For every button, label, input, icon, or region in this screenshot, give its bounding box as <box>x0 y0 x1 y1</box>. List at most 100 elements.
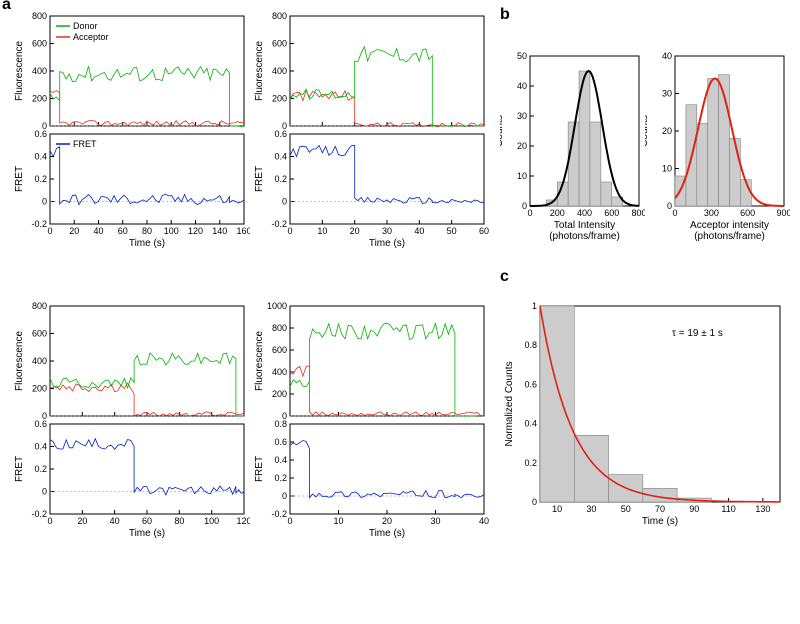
svg-text:30: 30 <box>517 111 527 121</box>
svg-text:100: 100 <box>204 516 219 526</box>
svg-text:100: 100 <box>164 226 179 236</box>
svg-text:0.4: 0.4 <box>34 442 47 452</box>
svg-text:Acceptor: Acceptor <box>73 32 109 42</box>
svg-text:110: 110 <box>721 504 735 514</box>
svg-text:400: 400 <box>32 356 47 366</box>
svg-text:Time (s): Time (s) <box>129 238 165 249</box>
panel-label-c: c <box>500 268 790 286</box>
svg-text:10: 10 <box>333 516 343 526</box>
svg-text:40: 40 <box>662 51 672 61</box>
histogram-row: 010203040500200400600800CountsTotal Inte… <box>500 48 790 248</box>
decay-panel: 00.20.40.60.811030507090110130Time (s)No… <box>500 296 790 536</box>
svg-text:30: 30 <box>382 226 392 236</box>
svg-text:Counts: Counts <box>500 115 505 147</box>
svg-text:50: 50 <box>621 504 631 514</box>
svg-text:Counts: Counts <box>645 115 650 147</box>
svg-text:60: 60 <box>142 516 152 526</box>
svg-text:40: 40 <box>414 226 424 236</box>
svg-text:0.6: 0.6 <box>274 437 287 447</box>
svg-text:20: 20 <box>662 126 672 136</box>
svg-text:800: 800 <box>272 11 287 21</box>
svg-text:Time (s): Time (s) <box>369 528 405 539</box>
svg-text:20: 20 <box>77 516 87 526</box>
trace-panel-3: 02004006008001000Fluorescence-0.200.20.4… <box>250 300 490 590</box>
svg-text:-0.2: -0.2 <box>31 509 47 519</box>
svg-text:40: 40 <box>479 516 489 526</box>
figure: a 0200400600800FluorescenceDonorAcceptor… <box>10 10 790 590</box>
svg-text:30: 30 <box>662 89 672 99</box>
svg-text:600: 600 <box>604 208 619 218</box>
svg-text:600: 600 <box>32 329 47 339</box>
svg-text:20: 20 <box>382 516 392 526</box>
svg-text:0: 0 <box>42 487 47 497</box>
svg-text:0: 0 <box>287 516 292 526</box>
svg-text:FRET: FRET <box>254 456 265 482</box>
svg-text:Total Intensity: Total Intensity <box>554 220 615 231</box>
svg-text:40: 40 <box>93 226 103 236</box>
svg-text:600: 600 <box>272 39 287 49</box>
svg-text:0.2: 0.2 <box>274 174 287 184</box>
svg-text:FRET: FRET <box>14 456 25 482</box>
svg-text:800: 800 <box>631 208 645 218</box>
svg-text:FRET: FRET <box>254 166 265 192</box>
svg-text:80: 80 <box>142 226 152 236</box>
svg-text:0.2: 0.2 <box>524 458 537 468</box>
trace-panel-2: 0200400600800Fluorescence-0.200.20.40.60… <box>10 300 250 590</box>
svg-text:400: 400 <box>272 66 287 76</box>
svg-text:0.4: 0.4 <box>274 152 287 162</box>
svg-text:10: 10 <box>317 226 327 236</box>
svg-text:Donor: Donor <box>73 21 98 31</box>
trace-panel-1: 0200400600800Fluorescence-0.200.20.40.60… <box>250 10 490 300</box>
svg-text:0.8: 0.8 <box>524 340 537 350</box>
svg-text:20: 20 <box>517 141 527 151</box>
svg-text:-0.2: -0.2 <box>271 509 287 519</box>
svg-text:800: 800 <box>272 323 287 333</box>
svg-text:0.8: 0.8 <box>274 419 287 429</box>
svg-text:90: 90 <box>689 504 699 514</box>
svg-text:Time (s): Time (s) <box>129 528 165 539</box>
svg-text:0.4: 0.4 <box>274 455 287 465</box>
trace-panel-0: 0200400600800FluorescenceDonorAcceptor-0… <box>10 10 250 300</box>
svg-text:400: 400 <box>32 66 47 76</box>
svg-text:Time (s): Time (s) <box>369 238 405 249</box>
svg-text:FRET: FRET <box>14 166 25 192</box>
svg-text:800: 800 <box>32 11 47 21</box>
svg-text:0: 0 <box>282 491 287 501</box>
svg-text:Fluorescence: Fluorescence <box>14 41 25 101</box>
svg-text:0: 0 <box>522 201 527 211</box>
svg-text:Fluorescence: Fluorescence <box>254 331 265 391</box>
svg-text:FRET: FRET <box>73 139 97 149</box>
svg-text:0: 0 <box>527 208 532 218</box>
svg-text:0.6: 0.6 <box>34 419 47 429</box>
svg-text:(photons/frame): (photons/frame) <box>694 231 765 242</box>
svg-text:0: 0 <box>287 226 292 236</box>
svg-text:Acceptor intensity: Acceptor intensity <box>690 220 769 231</box>
svg-text:60: 60 <box>118 226 128 236</box>
svg-text:0.4: 0.4 <box>34 152 47 162</box>
svg-text:30: 30 <box>586 504 596 514</box>
svg-text:0.6: 0.6 <box>34 129 47 139</box>
svg-text:120: 120 <box>236 516 250 526</box>
svg-text:Normalized Counts: Normalized Counts <box>504 361 515 446</box>
svg-text:200: 200 <box>550 208 565 218</box>
svg-text:200: 200 <box>32 94 47 104</box>
svg-text:-0.2: -0.2 <box>271 219 287 229</box>
svg-text:400: 400 <box>577 208 592 218</box>
svg-text:200: 200 <box>272 389 287 399</box>
svg-text:50: 50 <box>447 226 457 236</box>
svg-text:0: 0 <box>672 208 677 218</box>
svg-text:200: 200 <box>272 94 287 104</box>
svg-text:20: 20 <box>350 226 360 236</box>
svg-text:10: 10 <box>662 164 672 174</box>
svg-text:10: 10 <box>552 504 562 514</box>
svg-text:600: 600 <box>32 39 47 49</box>
svg-text:30: 30 <box>430 516 440 526</box>
svg-text:300: 300 <box>704 208 719 218</box>
right-column: b 010203040500200400600800CountsTotal In… <box>490 10 790 590</box>
svg-text:0: 0 <box>667 201 672 211</box>
svg-text:0: 0 <box>532 497 537 507</box>
svg-text:0.2: 0.2 <box>34 464 47 474</box>
svg-text:Fluorescence: Fluorescence <box>14 331 25 391</box>
panel-a-column: a 0200400600800FluorescenceDonorAcceptor… <box>10 10 490 590</box>
svg-text:60: 60 <box>479 226 489 236</box>
